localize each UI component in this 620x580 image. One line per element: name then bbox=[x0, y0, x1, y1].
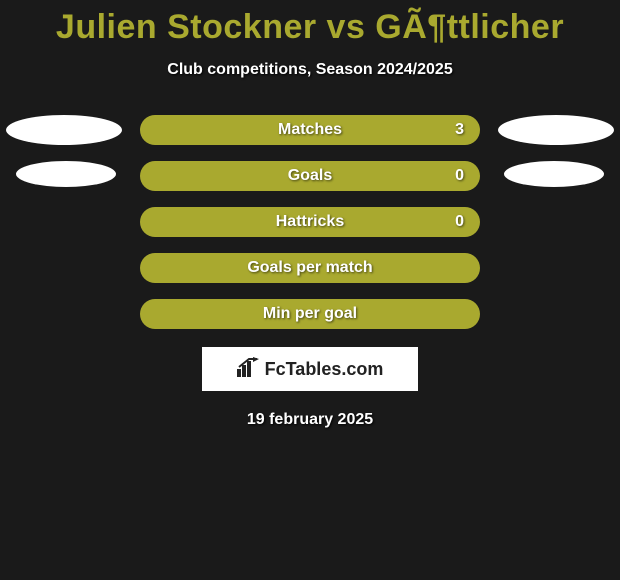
page-title: Julien Stockner vs GÃ¶ttlicher bbox=[0, 0, 620, 47]
spacer bbox=[140, 237, 480, 253]
spacer bbox=[140, 145, 480, 161]
stat-value: 0 bbox=[455, 167, 464, 185]
stat-bar-hattricks: Hattricks 0 bbox=[140, 207, 480, 237]
stat-label: Matches bbox=[140, 121, 480, 139]
stat-value: 0 bbox=[455, 213, 464, 231]
stat-label: Hattricks bbox=[140, 213, 480, 231]
decorative-oval-right-1 bbox=[498, 115, 614, 145]
stats-wrapper: Matches 3 Goals 0 Hattricks 0 Goals per … bbox=[140, 115, 480, 329]
stat-bar-goals: Goals 0 bbox=[140, 161, 480, 191]
footer-date: 19 february 2025 bbox=[0, 411, 620, 429]
decorative-oval-left-2 bbox=[16, 161, 116, 187]
decorative-oval-right-2 bbox=[504, 161, 604, 187]
stats-panel: Matches 3 Goals 0 Hattricks 0 Goals per … bbox=[0, 115, 620, 329]
bar-chart-up-icon bbox=[237, 357, 259, 382]
stat-bar-min-per-goal: Min per goal bbox=[140, 299, 480, 329]
stat-label: Goals per match bbox=[140, 259, 480, 277]
stat-value: 3 bbox=[455, 121, 464, 139]
stat-label: Goals bbox=[140, 167, 480, 185]
decorative-oval-left-1 bbox=[6, 115, 122, 145]
stat-bar-goals-per-match: Goals per match bbox=[140, 253, 480, 283]
branding-box: FcTables.com bbox=[202, 347, 418, 391]
branding-text: FcTables.com bbox=[265, 359, 384, 380]
spacer bbox=[140, 191, 480, 207]
spacer bbox=[140, 283, 480, 299]
page-subtitle: Club competitions, Season 2024/2025 bbox=[0, 61, 620, 79]
stat-bar-matches: Matches 3 bbox=[140, 115, 480, 145]
stat-label: Min per goal bbox=[140, 305, 480, 323]
